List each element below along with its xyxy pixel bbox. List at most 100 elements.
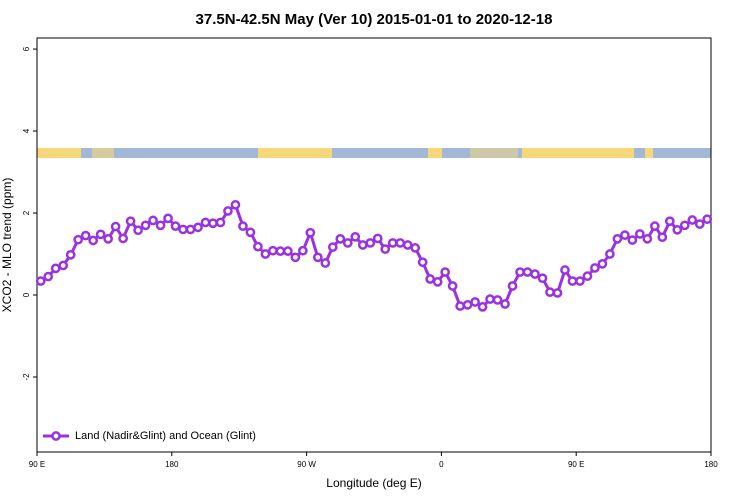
data-point xyxy=(440,267,450,277)
data-point xyxy=(612,234,623,244)
x-tick-label: 90 W xyxy=(297,460,316,469)
data-point xyxy=(275,246,286,256)
data-point xyxy=(58,260,69,271)
y-tick-label: 0 xyxy=(22,292,31,297)
data-point xyxy=(73,234,84,245)
data-point xyxy=(597,259,608,269)
data-point xyxy=(88,235,99,246)
ocean xyxy=(37,148,711,158)
data-point xyxy=(642,234,653,244)
data-point xyxy=(43,271,54,282)
data-point xyxy=(500,299,510,309)
data-point xyxy=(402,240,413,250)
data-point xyxy=(268,245,278,256)
data-point xyxy=(245,227,256,238)
y-axis-label: XCO2 - MLO trend (ppm) xyxy=(0,178,14,313)
data-point xyxy=(447,281,458,291)
land xyxy=(37,148,81,158)
data-point xyxy=(635,229,645,239)
data-point xyxy=(223,206,233,216)
data-point xyxy=(290,252,301,263)
land xyxy=(258,148,332,158)
data-point xyxy=(545,287,555,297)
data-point xyxy=(432,277,443,287)
data-point xyxy=(470,297,480,307)
data-point xyxy=(155,220,166,231)
data-point xyxy=(380,244,391,254)
data-point xyxy=(515,267,525,277)
land xyxy=(645,148,653,158)
data-point xyxy=(170,221,181,231)
data-point xyxy=(163,213,173,224)
data-point xyxy=(110,221,121,232)
data-point xyxy=(178,224,188,235)
data-point xyxy=(672,224,683,235)
plot-frame xyxy=(36,37,712,453)
data-point xyxy=(215,217,226,228)
data-point xyxy=(320,258,331,268)
y-tick-label: 6 xyxy=(22,46,31,51)
data-point xyxy=(417,257,428,268)
data-point xyxy=(283,246,293,256)
x-tick-label: 180 xyxy=(704,460,718,469)
data-point xyxy=(687,215,698,225)
data-point xyxy=(298,245,308,256)
data-point xyxy=(567,276,578,286)
data-point xyxy=(657,232,668,243)
data-point xyxy=(395,238,406,248)
land xyxy=(428,148,442,158)
data-point xyxy=(477,302,488,312)
data-point xyxy=(35,276,46,286)
data-point xyxy=(208,218,218,229)
data-point xyxy=(65,249,76,260)
data-point xyxy=(627,235,638,245)
data-point xyxy=(185,224,196,235)
land-ocean-strip xyxy=(37,148,711,158)
x-axis-label: Longitude (deg E) xyxy=(326,476,421,490)
chart-title: 37.5N-42.5N May (Ver 10) 2015-01-01 to 2… xyxy=(196,11,553,28)
data-point xyxy=(702,214,713,225)
data-point xyxy=(193,222,203,233)
y-tick-label: 4 xyxy=(22,128,31,133)
data-point xyxy=(605,249,615,259)
data-point xyxy=(327,242,338,252)
data-point xyxy=(552,288,563,298)
data-point xyxy=(679,220,690,231)
data-point xyxy=(140,220,151,231)
data-point xyxy=(560,265,570,275)
data-point xyxy=(350,231,361,242)
data-point xyxy=(230,199,241,210)
data-point xyxy=(410,243,421,253)
data-point xyxy=(455,301,465,311)
data-point xyxy=(462,299,473,310)
data-point xyxy=(372,233,383,244)
data-point xyxy=(620,230,630,241)
land xyxy=(522,148,634,158)
data-point xyxy=(522,267,533,277)
data-point xyxy=(357,240,368,250)
data-point xyxy=(342,238,353,248)
data-point xyxy=(649,221,660,231)
x-tick-label: 90 E xyxy=(568,460,584,469)
data-point xyxy=(335,234,346,244)
data-point xyxy=(387,238,398,248)
data-point xyxy=(485,294,495,304)
x-tick-label: 180 xyxy=(165,460,179,469)
data-point xyxy=(492,295,503,305)
data-point xyxy=(582,271,593,282)
y-tick-label: 2 xyxy=(22,210,31,215)
data-point xyxy=(530,269,540,279)
data-point xyxy=(80,230,91,241)
data-point xyxy=(95,229,106,240)
data-point xyxy=(125,216,136,227)
land xyxy=(92,148,114,158)
data-point xyxy=(365,238,376,248)
data-point xyxy=(425,274,436,284)
data-point xyxy=(575,276,585,286)
legend-label: Land (Nadir&Glint) and Ocean (Glint) xyxy=(75,430,256,442)
y-tick-label: -2 xyxy=(22,373,31,381)
data-point xyxy=(238,221,248,231)
data-point xyxy=(133,225,143,236)
x-tick-label: 90 E xyxy=(29,460,45,469)
